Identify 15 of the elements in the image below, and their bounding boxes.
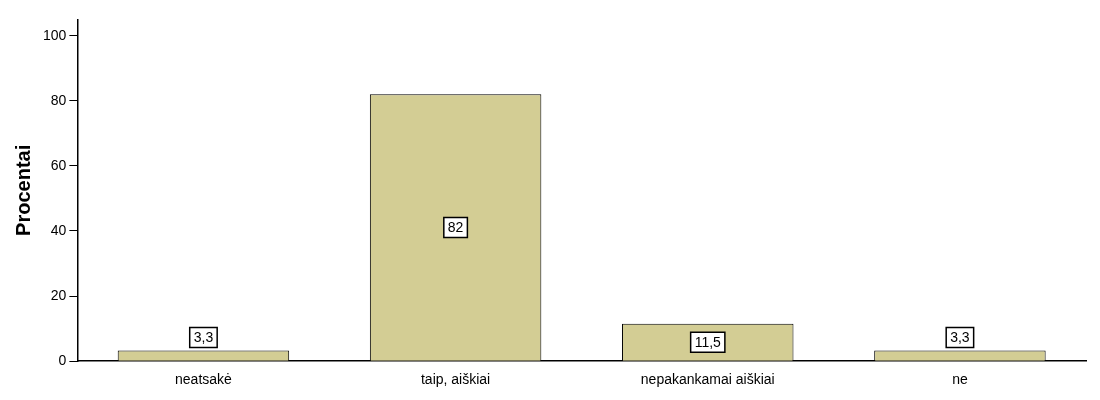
data-label: 82	[447, 219, 464, 236]
data-label: 11,5	[694, 334, 722, 351]
data-label: 3,3	[950, 329, 970, 346]
y-tick-label: 100	[43, 26, 67, 43]
y-axis-title: Procentai	[11, 144, 34, 236]
y-tick-label: 60	[50, 156, 67, 173]
y-tick-label: 40	[50, 221, 67, 238]
x-tick-label: neatsakė	[175, 371, 233, 388]
x-tick-label: ne	[952, 371, 968, 388]
x-tick-label: taip, aiškiai	[420, 371, 491, 388]
y-tick-label: 20	[50, 286, 67, 303]
y-tick-label: 0	[58, 352, 67, 369]
data-label: 3,3	[193, 329, 214, 346]
y-tick-label: 80	[50, 91, 67, 108]
x-tick-label: nepakankamai aiškiai	[640, 371, 775, 388]
